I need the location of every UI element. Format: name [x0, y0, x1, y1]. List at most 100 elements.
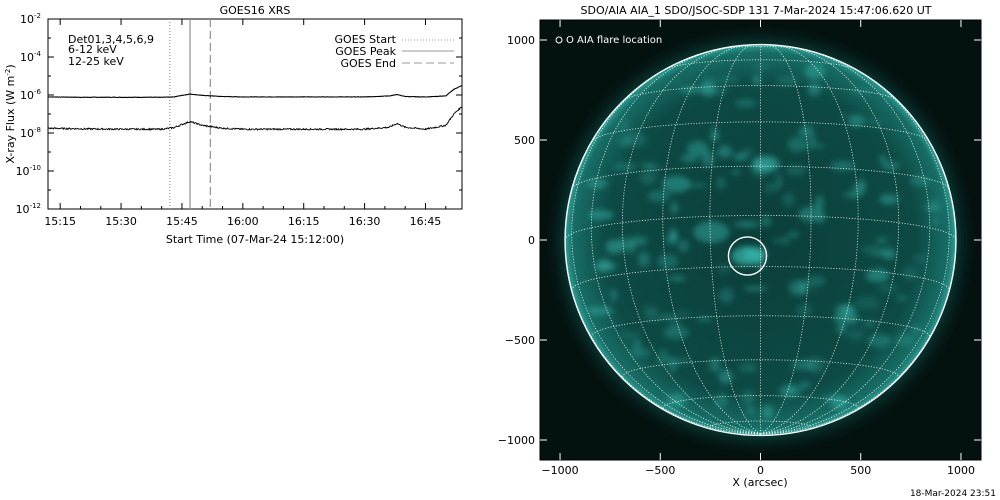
active-region: [662, 175, 691, 193]
footer-timestamp: 18-Mar-2024 23:51: [910, 489, 996, 499]
coronal-brightening: [862, 320, 877, 327]
coronal-brightening: [865, 268, 890, 283]
coronal-brightening: [734, 99, 757, 108]
coronal-brightening: [752, 64, 771, 70]
solar-limb: [564, 43, 957, 437]
coronal-brightening: [657, 253, 679, 270]
coronal-brightening: [710, 125, 719, 138]
coronal-brightening: [804, 275, 826, 287]
coronal-brightening: [612, 161, 636, 172]
y-tick-label: 10-10: [16, 164, 41, 178]
coronal-brightening: [795, 303, 813, 318]
aia-panel: SDO/AIA AIA_1 SDO/JSOC-SDP 131 7-Mar-202…: [498, 4, 982, 489]
coronal-brightening: [877, 283, 899, 293]
longitude-line: [760, 44, 812, 435]
coronal-brightening: [879, 155, 887, 163]
aia-y-tick-label: −1000: [498, 434, 535, 447]
aia-x-axis: −1000 −500 0 500 1000: [541, 20, 975, 477]
coronal-brightening: [656, 350, 670, 366]
aia-x-tick-label: −500: [645, 464, 675, 477]
coronal-brightening: [787, 136, 807, 153]
coronal-brightening: [717, 264, 731, 275]
coronal-brightening: [763, 182, 780, 194]
flare-location-legend: O AIA flare location: [566, 35, 662, 46]
coronal-brightening: [666, 392, 687, 408]
coronal-brightening: [841, 192, 862, 198]
x-tick-label: 16:00: [227, 215, 259, 228]
coronal-brightening: [718, 369, 733, 384]
coronal-brightening: [830, 395, 850, 410]
coronal-brightening: [785, 165, 807, 176]
coronal-brightening: [799, 381, 811, 389]
coronal-brightening: [881, 248, 896, 260]
coronal-brightening: [854, 295, 880, 310]
legend-12-25-kev: 12-25 keV: [68, 55, 124, 68]
coronal-brightening: [621, 331, 642, 339]
coronal-brightening: [700, 82, 716, 97]
x-tick-label: 16:30: [349, 215, 381, 228]
coronal-brightening: [867, 333, 892, 348]
active-regions: [586, 63, 942, 419]
coronal-brightening: [587, 306, 614, 316]
y-tick-label: 10-8: [20, 126, 41, 140]
detector-legend: Det01,3,4,5,6,9 6-12 keV 12-25 keV: [68, 33, 154, 68]
coronal-brightening: [830, 160, 855, 171]
coronal-brightening: [675, 310, 692, 317]
lightcurve-y-label: X-ray Flux (W m-2): [4, 64, 17, 163]
coronal-brightening: [640, 171, 657, 185]
coronal-brightening: [618, 136, 632, 148]
x-tick-label: 15:30: [105, 215, 137, 228]
coronal-brightening: [875, 237, 889, 243]
coronal-brightening: [776, 76, 799, 86]
lightcurve-x-axis: 15:15 15:30 15:45 16:00 16:15 16:30 16:45: [44, 19, 447, 228]
coronal-brightening: [810, 288, 817, 294]
coronal-brightening: [586, 179, 608, 189]
longitude-line: [621, 46, 761, 435]
latitude-line: [571, 165, 950, 189]
coronal-brightening: [658, 314, 678, 320]
legend-goes-start: GOES Start: [335, 33, 397, 46]
coronal-brightening: [863, 119, 885, 126]
y-tick-label: 10-4: [20, 50, 42, 64]
coronal-brightening: [846, 328, 866, 341]
coronal-brightening: [902, 266, 918, 280]
coronal-brightening: [588, 209, 614, 221]
active-region: [693, 221, 730, 243]
coronal-brightening: [709, 356, 721, 373]
x-tick-label: 16:15: [288, 215, 320, 228]
coronal-brightening: [848, 114, 865, 127]
aia-x-tick-label: 0: [757, 464, 764, 477]
coronal-brightening: [912, 324, 920, 335]
coronal-brightening: [789, 230, 799, 238]
coronal-brightening: [627, 236, 648, 246]
longitude-line: [760, 46, 900, 435]
coronal-brightening: [747, 406, 756, 415]
coronal-brightening: [668, 357, 677, 373]
coronal-brightening: [638, 251, 650, 268]
x-tick-label: 15:45: [166, 215, 198, 228]
y-tick-label: 10-6: [20, 88, 42, 102]
coronal-brightening: [752, 73, 761, 87]
coronal-brightening: [696, 316, 713, 322]
coronal-brightening: [770, 238, 787, 243]
coronal-brightening: [669, 318, 682, 333]
longitude-line: [760, 64, 950, 435]
coronal-brightening: [816, 213, 826, 224]
aia-title: SDO/AIA AIA_1 SDO/JSOC-SDP 131 7-Mar-202…: [581, 4, 932, 17]
aia-y-tick-label: −500: [505, 334, 535, 347]
coronal-brightening: [929, 199, 942, 213]
aia-x-tick-label: −1000: [541, 464, 578, 477]
coronal-brightening: [879, 194, 899, 205]
coronal-brightening: [807, 82, 821, 97]
coronal-brightening: [633, 339, 642, 349]
coronal-brightening: [714, 76, 740, 84]
aia-y-tick-label: 500: [514, 134, 535, 147]
coronal-brightening: [593, 262, 618, 271]
aia-image: [540, 20, 981, 460]
coronal-brightening: [791, 360, 816, 370]
latitude-line: [591, 121, 930, 142]
x-tick-label: 15:15: [44, 215, 76, 228]
coronal-brightening: [678, 239, 689, 253]
lightcurve-plot-frame: [47, 18, 463, 210]
